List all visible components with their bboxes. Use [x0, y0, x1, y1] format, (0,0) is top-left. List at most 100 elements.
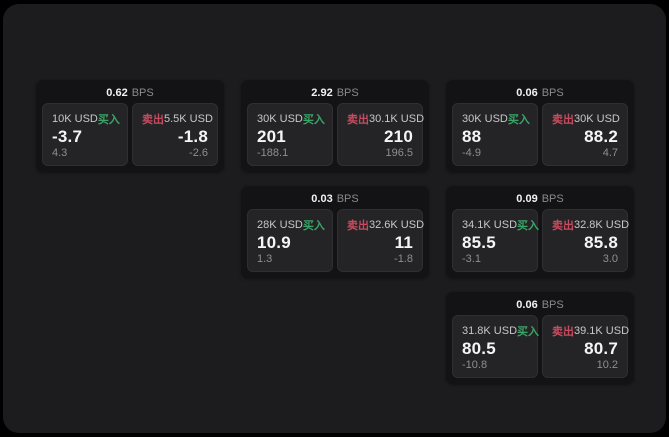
sell-change: 10.2	[596, 359, 618, 371]
bps-unit: BPS	[131, 86, 154, 99]
sell-price: 85.8	[584, 233, 618, 252]
quote-panels: 34.1K USD 买入 85.5 -3.1 卖出 32.8K USD 85.8…	[452, 209, 629, 272]
buy-panel[interactable]: 30K USD 买入 88 -4.9	[452, 103, 538, 166]
buy-price: 10.9	[257, 233, 291, 252]
bps-header: 2.92 BPS	[247, 85, 423, 100]
spread-card[interactable]: 0.06 BPS 30K USD 买入 88 -4.9 卖出 30K USD 8…	[446, 80, 634, 172]
sell-price: 11	[394, 233, 413, 252]
bps-header: 0.62 BPS	[42, 85, 218, 100]
sell-panel[interactable]: 卖出 39.1K USD 80.7 10.2	[542, 315, 629, 378]
buy-amount: 31.8K USD	[462, 325, 518, 337]
sell-price: 210	[384, 127, 413, 146]
buy-panel-top: 30K USD 买入	[257, 111, 325, 127]
sell-panel-top: 卖出 32.6K USD	[347, 217, 424, 233]
sell-panel-top: 卖出 30K USD	[552, 111, 620, 127]
cards-grid: 0.62 BPS 10K USD 买入 -3.7 4.3 卖出 5.5K USD…	[36, 80, 634, 384]
sell-badge: 卖出	[347, 220, 369, 232]
buy-change: -3.1	[462, 253, 481, 265]
sell-amount: 30.1K USD	[369, 113, 425, 125]
sell-amount: 32.6K USD	[369, 219, 425, 231]
buy-panel-top: 10K USD 买入	[52, 111, 120, 127]
bps-value: 0.62	[106, 86, 128, 99]
bps-value: 0.09	[516, 192, 538, 205]
bps-header: 0.09 BPS	[452, 191, 628, 206]
spread-card[interactable]: 0.09 BPS 34.1K USD 买入 85.5 -3.1 卖出 32.8K…	[446, 186, 634, 278]
buy-badge: 买入	[517, 220, 540, 232]
spread-card[interactable]: 2.92 BPS 30K USD 买入 201 -188.1 卖出 30.1K …	[241, 80, 429, 172]
buy-panel[interactable]: 30K USD 买入 201 -188.1	[247, 103, 333, 166]
bps-value: 0.06	[516, 298, 538, 311]
sell-panel-top: 卖出 30.1K USD	[347, 111, 424, 127]
bps-header: 0.06 BPS	[452, 297, 628, 312]
buy-panel[interactable]: 34.1K USD 买入 85.5 -3.1	[452, 209, 539, 272]
quote-panels: 31.8K USD 买入 80.5 -10.8 卖出 39.1K USD 80.…	[452, 315, 629, 378]
buy-change: 4.3	[52, 147, 68, 159]
bps-header: 0.03 BPS	[247, 191, 423, 206]
sell-amount: 5.5K USD	[164, 113, 213, 125]
sell-amount: 39.1K USD	[574, 325, 630, 337]
sell-panel[interactable]: 卖出 32.6K USD 11 -1.8	[337, 209, 424, 272]
buy-amount: 34.1K USD	[462, 219, 518, 231]
sell-badge: 卖出	[347, 114, 369, 126]
sell-change: 4.7	[602, 147, 618, 159]
buy-price: 85.5	[462, 233, 496, 252]
sell-panel[interactable]: 卖出 30K USD 88.2 4.7	[542, 103, 628, 166]
bps-header: 0.06 BPS	[452, 85, 628, 100]
bps-unit: BPS	[541, 298, 564, 311]
sell-badge: 卖出	[552, 326, 574, 338]
quote-panels: 30K USD 买入 201 -188.1 卖出 30.1K USD 210 1…	[247, 103, 424, 166]
sell-amount: 32.8K USD	[574, 219, 630, 231]
buy-panel-top: 28K USD 买入	[257, 217, 325, 233]
buy-change: 1.3	[257, 253, 273, 265]
sell-panel-top: 卖出 32.8K USD	[552, 217, 629, 233]
quote-panels: 28K USD 买入 10.9 1.3 卖出 32.6K USD 11 -1.8	[247, 209, 424, 272]
buy-amount: 28K USD	[257, 219, 303, 231]
sell-amount: 30K USD	[574, 113, 620, 125]
buy-change: -188.1	[257, 147, 289, 159]
spread-card[interactable]: 0.06 BPS 31.8K USD 买入 80.5 -10.8 卖出 39.1…	[446, 292, 634, 384]
sell-panel-top: 卖出 39.1K USD	[552, 323, 629, 339]
sell-change: 3.0	[602, 253, 618, 265]
sell-change: -1.8	[394, 253, 413, 265]
buy-price: 80.5	[462, 339, 496, 358]
buy-panel-top: 31.8K USD 买入	[462, 323, 539, 339]
buy-badge: 买入	[97, 114, 120, 126]
buy-panel-top: 30K USD 买入	[462, 111, 530, 127]
sell-change: 196.5	[385, 147, 413, 159]
bps-value: 2.92	[311, 86, 333, 99]
bps-unit: BPS	[336, 192, 359, 205]
sell-change: -2.6	[189, 147, 208, 159]
sell-price: 88.2	[584, 127, 618, 146]
buy-badge: 买入	[302, 114, 325, 126]
buy-panel[interactable]: 31.8K USD 买入 80.5 -10.8	[452, 315, 539, 378]
sell-price: 80.7	[584, 339, 618, 358]
sell-panel[interactable]: 卖出 32.8K USD 85.8 3.0	[542, 209, 629, 272]
buy-change: -10.8	[462, 359, 488, 371]
quote-panels: 10K USD 买入 -3.7 4.3 卖出 5.5K USD -1.8 -2.…	[42, 103, 218, 166]
spread-card[interactable]: 0.62 BPS 10K USD 买入 -3.7 4.3 卖出 5.5K USD…	[36, 80, 224, 172]
bps-value: 0.06	[516, 86, 538, 99]
buy-price: -3.7	[52, 127, 83, 146]
buy-amount: 30K USD	[257, 113, 303, 125]
quote-board-surface: 0.62 BPS 10K USD 买入 -3.7 4.3 卖出 5.5K USD…	[3, 4, 666, 433]
sell-badge: 卖出	[552, 220, 574, 232]
bps-unit: BPS	[336, 86, 359, 99]
buy-panel[interactable]: 28K USD 买入 10.9 1.3	[247, 209, 333, 272]
buy-panel[interactable]: 10K USD 买入 -3.7 4.3	[42, 103, 128, 166]
buy-badge: 买入	[302, 220, 325, 232]
sell-panel[interactable]: 卖出 30.1K USD 210 196.5	[337, 103, 424, 166]
buy-badge: 买入	[507, 114, 530, 126]
sell-price: -1.8	[177, 127, 208, 146]
buy-amount: 30K USD	[462, 113, 508, 125]
sell-panel-top: 卖出 5.5K USD	[142, 111, 213, 127]
buy-price: 88	[462, 127, 482, 146]
buy-amount: 10K USD	[52, 113, 98, 125]
bps-unit: BPS	[541, 86, 564, 99]
sell-badge: 卖出	[552, 114, 574, 126]
bps-value: 0.03	[311, 192, 333, 205]
buy-panel-top: 34.1K USD 买入	[462, 217, 539, 233]
sell-panel[interactable]: 卖出 5.5K USD -1.8 -2.6	[132, 103, 218, 166]
sell-badge: 卖出	[142, 114, 164, 126]
spread-card[interactable]: 0.03 BPS 28K USD 买入 10.9 1.3 卖出 32.6K US…	[241, 186, 429, 278]
quote-panels: 30K USD 买入 88 -4.9 卖出 30K USD 88.2 4.7	[452, 103, 628, 166]
